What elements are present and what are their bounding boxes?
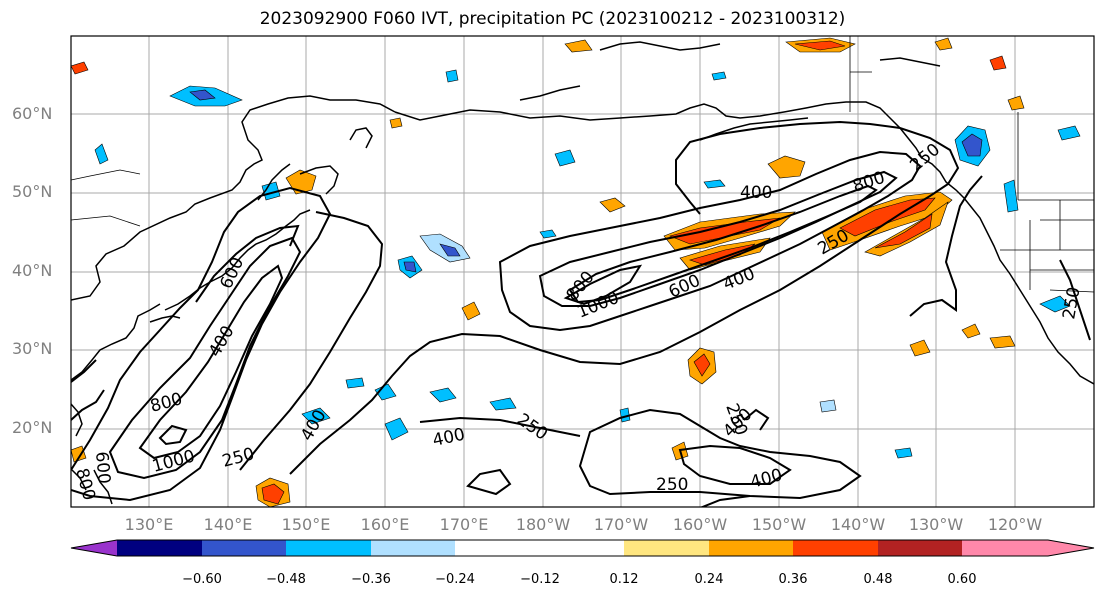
colorbar [70,539,1095,557]
lon-tick-label: 140°E [203,515,253,534]
colorbar-segment [624,540,709,556]
colorbar-outline [70,539,1095,557]
precip-negative-areas [94,69,1081,459]
contour-label: 800 [850,168,887,197]
lon-tick-label: 170°E [439,515,489,534]
colorbar-extend-low [71,540,117,556]
contour-label: 800 [148,389,185,417]
colorbar-tick-label: −0.48 [266,572,306,587]
lat-tick-label: 50°N [12,182,53,201]
contour-label: 400 [720,264,758,295]
lon-tick-label: 180°W [515,515,571,534]
colorbar-tick-label: −0.36 [351,572,391,587]
lat-tick-label: 20°N [12,418,53,437]
lon-tick-label: 120°W [987,515,1043,534]
ivt-contours [71,120,1091,507]
map-title: 2023092900 F060 IVT, precipitation PC (2… [259,9,846,29]
colorbar-tick-label: 0.24 [694,572,724,587]
colorbar-segment [202,540,286,556]
colorbar-tick-label: 0.36 [778,572,808,587]
lon-tick-label: 150°E [281,515,331,534]
colorbar-segment [371,540,455,556]
lon-tick-label: 150°W [751,515,807,534]
colorbar-tick-label: −0.12 [520,572,560,587]
contour-label: 600 [91,451,114,485]
lon-tick-label: 130°W [908,515,964,534]
colorbar-segment [878,540,962,556]
precip-positive-areas [71,37,1025,507]
colorbar-tick-label: 0.12 [609,572,639,587]
lat-tick-label: 30°N [12,339,53,358]
contour-label: 250 [220,444,257,472]
contour-label: 1000 [150,446,197,477]
lat-tick-label: 60°N [12,104,53,123]
colorbar-tick-label: −0.24 [435,572,475,587]
colorbar-segment [962,540,1048,556]
lon-tick-label: 160°E [360,515,410,534]
colorbar-segment [540,540,624,556]
colorbar-extend-high [1048,540,1094,556]
lon-tick-label: 130°E [124,515,174,534]
colorbar-segment [793,540,878,556]
colorbar-segment [286,540,371,556]
colorbar-segment [117,540,202,556]
political-borders [71,36,1094,293]
contour-label: 600 [216,254,248,292]
contour-label: 250 [656,475,688,495]
contour-label: 250 [513,410,551,445]
colorbar-segment [709,540,793,556]
lon-tick-label: 170°W [593,515,649,534]
contour-label: 250 [1059,285,1084,320]
lon-tick-label: 160°W [672,515,728,534]
colorbar-tick-label: 0.60 [947,572,977,587]
plot-frame [70,35,1095,508]
lat-tick-label: 40°N [12,261,53,280]
colorbar-tick-label: 0.48 [863,572,893,587]
colorbar-segment [455,540,540,556]
colorbar-tick-label: −0.60 [182,572,222,587]
lon-tick-label: 140°W [830,515,886,534]
graticule [71,36,1094,507]
contour-label: 400 [740,183,772,203]
contour-label: 400 [205,322,239,360]
